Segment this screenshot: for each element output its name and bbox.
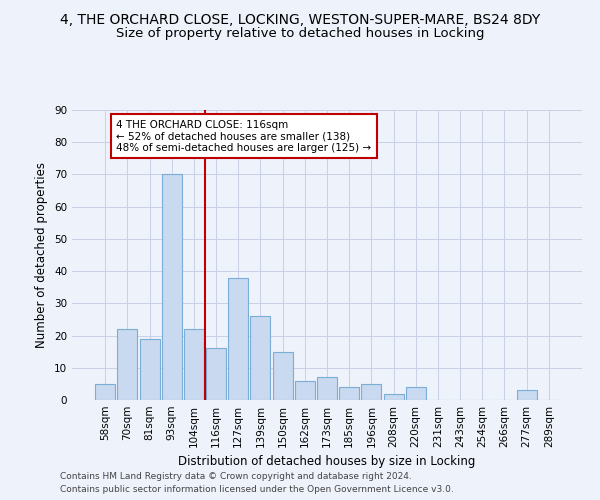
X-axis label: Distribution of detached houses by size in Locking: Distribution of detached houses by size … — [178, 456, 476, 468]
Bar — [383, 394, 404, 400]
Bar — [517, 390, 536, 400]
Bar — [228, 278, 248, 400]
Bar — [140, 339, 160, 400]
Y-axis label: Number of detached properties: Number of detached properties — [35, 162, 49, 348]
Bar — [317, 378, 337, 400]
Text: 4 THE ORCHARD CLOSE: 116sqm
← 52% of detached houses are smaller (138)
48% of se: 4 THE ORCHARD CLOSE: 116sqm ← 52% of det… — [116, 120, 371, 153]
Bar — [118, 329, 137, 400]
Text: Contains public sector information licensed under the Open Government Licence v3: Contains public sector information licen… — [60, 485, 454, 494]
Bar — [206, 348, 226, 400]
Text: Contains HM Land Registry data © Crown copyright and database right 2024.: Contains HM Land Registry data © Crown c… — [60, 472, 412, 481]
Bar — [406, 387, 426, 400]
Bar — [272, 352, 293, 400]
Bar — [295, 380, 315, 400]
Bar — [184, 329, 204, 400]
Bar — [250, 316, 271, 400]
Text: Size of property relative to detached houses in Locking: Size of property relative to detached ho… — [116, 28, 484, 40]
Bar — [95, 384, 115, 400]
Bar — [361, 384, 382, 400]
Bar — [339, 387, 359, 400]
Bar — [162, 174, 182, 400]
Text: 4, THE ORCHARD CLOSE, LOCKING, WESTON-SUPER-MARE, BS24 8DY: 4, THE ORCHARD CLOSE, LOCKING, WESTON-SU… — [60, 12, 540, 26]
